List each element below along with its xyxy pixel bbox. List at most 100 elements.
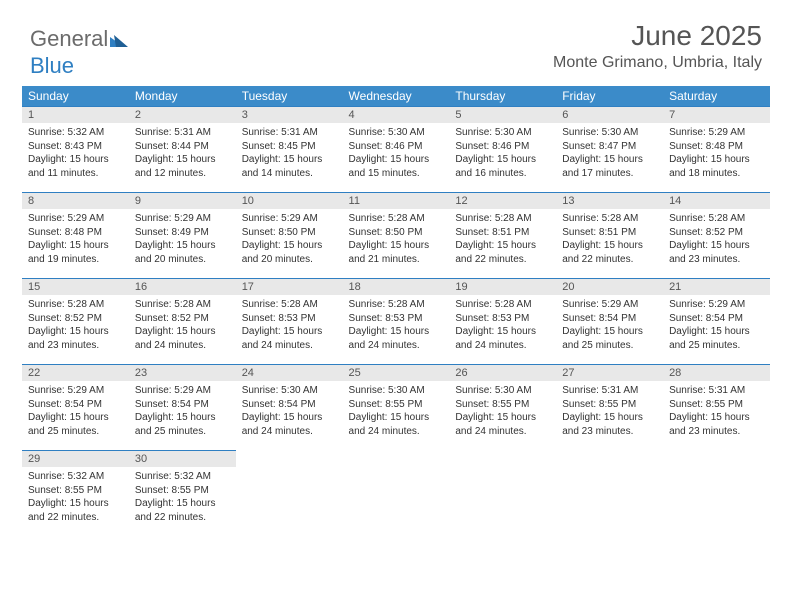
- daylight-line: Daylight: 15 hours and 23 minutes.: [28, 325, 123, 352]
- day-number: 25: [343, 364, 450, 381]
- day-number: 16: [129, 278, 236, 295]
- calendar-row: 22Sunrise: 5:29 AMSunset: 8:54 PMDayligh…: [22, 364, 770, 450]
- empty-cell: [236, 450, 343, 536]
- weekday-header: Friday: [556, 86, 663, 106]
- logo-text-2: Blue: [30, 53, 74, 78]
- day-details: Sunrise: 5:32 AMSunset: 8:55 PMDaylight:…: [129, 467, 236, 530]
- day-number: 20: [556, 278, 663, 295]
- sunset-line: Sunset: 8:50 PM: [242, 226, 337, 240]
- weekday-header: Wednesday: [343, 86, 450, 106]
- daylight-line: Daylight: 15 hours and 24 minutes.: [349, 325, 444, 352]
- day-details: Sunrise: 5:30 AMSunset: 8:46 PMDaylight:…: [343, 123, 450, 186]
- daylight-line: Daylight: 15 hours and 24 minutes.: [242, 411, 337, 438]
- sunset-line: Sunset: 8:46 PM: [349, 140, 444, 154]
- logo: General Blue: [30, 26, 130, 79]
- daylight-line: Daylight: 15 hours and 24 minutes.: [135, 325, 230, 352]
- daylight-line: Daylight: 15 hours and 20 minutes.: [242, 239, 337, 266]
- sunset-line: Sunset: 8:44 PM: [135, 140, 230, 154]
- sunrise-line: Sunrise: 5:32 AM: [28, 126, 123, 140]
- day-cell: 8Sunrise: 5:29 AMSunset: 8:48 PMDaylight…: [22, 192, 129, 278]
- sunrise-line: Sunrise: 5:28 AM: [562, 212, 657, 226]
- day-details: Sunrise: 5:29 AMSunset: 8:54 PMDaylight:…: [556, 295, 663, 358]
- day-details: Sunrise: 5:31 AMSunset: 8:55 PMDaylight:…: [556, 381, 663, 444]
- daylight-line: Daylight: 15 hours and 22 minutes.: [135, 497, 230, 524]
- day-number: 4: [343, 106, 450, 123]
- sunset-line: Sunset: 8:55 PM: [135, 484, 230, 498]
- day-details: Sunrise: 5:28 AMSunset: 8:52 PMDaylight:…: [22, 295, 129, 358]
- day-number: 18: [343, 278, 450, 295]
- sunset-line: Sunset: 8:54 PM: [242, 398, 337, 412]
- weekday-header: Sunday: [22, 86, 129, 106]
- day-number: 6: [556, 106, 663, 123]
- day-details: Sunrise: 5:28 AMSunset: 8:53 PMDaylight:…: [236, 295, 343, 358]
- day-details: Sunrise: 5:28 AMSunset: 8:50 PMDaylight:…: [343, 209, 450, 272]
- daylight-line: Daylight: 15 hours and 18 minutes.: [669, 153, 764, 180]
- sunrise-line: Sunrise: 5:29 AM: [242, 212, 337, 226]
- daylight-line: Daylight: 15 hours and 25 minutes.: [28, 411, 123, 438]
- empty-cell: [449, 450, 556, 536]
- sunset-line: Sunset: 8:55 PM: [669, 398, 764, 412]
- day-details: Sunrise: 5:30 AMSunset: 8:47 PMDaylight:…: [556, 123, 663, 186]
- daylight-line: Daylight: 15 hours and 11 minutes.: [28, 153, 123, 180]
- day-cell: 25Sunrise: 5:30 AMSunset: 8:55 PMDayligh…: [343, 364, 450, 450]
- weekday-header: Thursday: [449, 86, 556, 106]
- sunset-line: Sunset: 8:53 PM: [349, 312, 444, 326]
- day-cell: 27Sunrise: 5:31 AMSunset: 8:55 PMDayligh…: [556, 364, 663, 450]
- sunrise-line: Sunrise: 5:30 AM: [562, 126, 657, 140]
- daylight-line: Daylight: 15 hours and 19 minutes.: [28, 239, 123, 266]
- day-cell: 20Sunrise: 5:29 AMSunset: 8:54 PMDayligh…: [556, 278, 663, 364]
- day-number: 29: [22, 450, 129, 467]
- sunrise-line: Sunrise: 5:28 AM: [28, 298, 123, 312]
- day-cell: 2Sunrise: 5:31 AMSunset: 8:44 PMDaylight…: [129, 106, 236, 192]
- sunrise-line: Sunrise: 5:29 AM: [28, 384, 123, 398]
- day-number: 1: [22, 106, 129, 123]
- day-details: Sunrise: 5:28 AMSunset: 8:52 PMDaylight:…: [129, 295, 236, 358]
- day-details: Sunrise: 5:28 AMSunset: 8:53 PMDaylight:…: [449, 295, 556, 358]
- sunset-line: Sunset: 8:43 PM: [28, 140, 123, 154]
- weekday-header: Tuesday: [236, 86, 343, 106]
- day-details: Sunrise: 5:28 AMSunset: 8:52 PMDaylight:…: [663, 209, 770, 272]
- day-cell: 19Sunrise: 5:28 AMSunset: 8:53 PMDayligh…: [449, 278, 556, 364]
- sunrise-line: Sunrise: 5:29 AM: [669, 298, 764, 312]
- day-cell: 12Sunrise: 5:28 AMSunset: 8:51 PMDayligh…: [449, 192, 556, 278]
- day-details: Sunrise: 5:32 AMSunset: 8:55 PMDaylight:…: [22, 467, 129, 530]
- daylight-line: Daylight: 15 hours and 17 minutes.: [562, 153, 657, 180]
- day-details: Sunrise: 5:28 AMSunset: 8:51 PMDaylight:…: [449, 209, 556, 272]
- daylight-line: Daylight: 15 hours and 24 minutes.: [455, 411, 550, 438]
- day-number: 17: [236, 278, 343, 295]
- sunrise-line: Sunrise: 5:29 AM: [135, 384, 230, 398]
- weekday-header: Saturday: [663, 86, 770, 106]
- sunset-line: Sunset: 8:48 PM: [669, 140, 764, 154]
- location: Monte Grimano, Umbria, Italy: [553, 54, 762, 72]
- sunrise-line: Sunrise: 5:31 AM: [135, 126, 230, 140]
- day-details: Sunrise: 5:28 AMSunset: 8:53 PMDaylight:…: [343, 295, 450, 358]
- calendar-row: 1Sunrise: 5:32 AMSunset: 8:43 PMDaylight…: [22, 106, 770, 192]
- day-cell: 3Sunrise: 5:31 AMSunset: 8:45 PMDaylight…: [236, 106, 343, 192]
- daylight-line: Daylight: 15 hours and 23 minutes.: [562, 411, 657, 438]
- sunrise-line: Sunrise: 5:28 AM: [242, 298, 337, 312]
- sunset-line: Sunset: 8:54 PM: [669, 312, 764, 326]
- day-number: 23: [129, 364, 236, 381]
- day-cell: 5Sunrise: 5:30 AMSunset: 8:46 PMDaylight…: [449, 106, 556, 192]
- daylight-line: Daylight: 15 hours and 16 minutes.: [455, 153, 550, 180]
- sunrise-line: Sunrise: 5:30 AM: [349, 126, 444, 140]
- day-number: 21: [663, 278, 770, 295]
- calendar-body: 1Sunrise: 5:32 AMSunset: 8:43 PMDaylight…: [22, 106, 770, 536]
- daylight-line: Daylight: 15 hours and 22 minutes.: [562, 239, 657, 266]
- day-cell: 28Sunrise: 5:31 AMSunset: 8:55 PMDayligh…: [663, 364, 770, 450]
- day-number: 5: [449, 106, 556, 123]
- day-details: Sunrise: 5:31 AMSunset: 8:45 PMDaylight:…: [236, 123, 343, 186]
- daylight-line: Daylight: 15 hours and 15 minutes.: [349, 153, 444, 180]
- sunset-line: Sunset: 8:45 PM: [242, 140, 337, 154]
- day-details: Sunrise: 5:30 AMSunset: 8:55 PMDaylight:…: [343, 381, 450, 444]
- sunset-line: Sunset: 8:50 PM: [349, 226, 444, 240]
- daylight-line: Daylight: 15 hours and 22 minutes.: [455, 239, 550, 266]
- sunrise-line: Sunrise: 5:29 AM: [669, 126, 764, 140]
- sunset-line: Sunset: 8:47 PM: [562, 140, 657, 154]
- sunset-line: Sunset: 8:54 PM: [562, 312, 657, 326]
- sunrise-line: Sunrise: 5:28 AM: [349, 298, 444, 312]
- day-number: 14: [663, 192, 770, 209]
- sunset-line: Sunset: 8:54 PM: [28, 398, 123, 412]
- sunrise-line: Sunrise: 5:28 AM: [455, 298, 550, 312]
- sunrise-line: Sunrise: 5:32 AM: [28, 470, 123, 484]
